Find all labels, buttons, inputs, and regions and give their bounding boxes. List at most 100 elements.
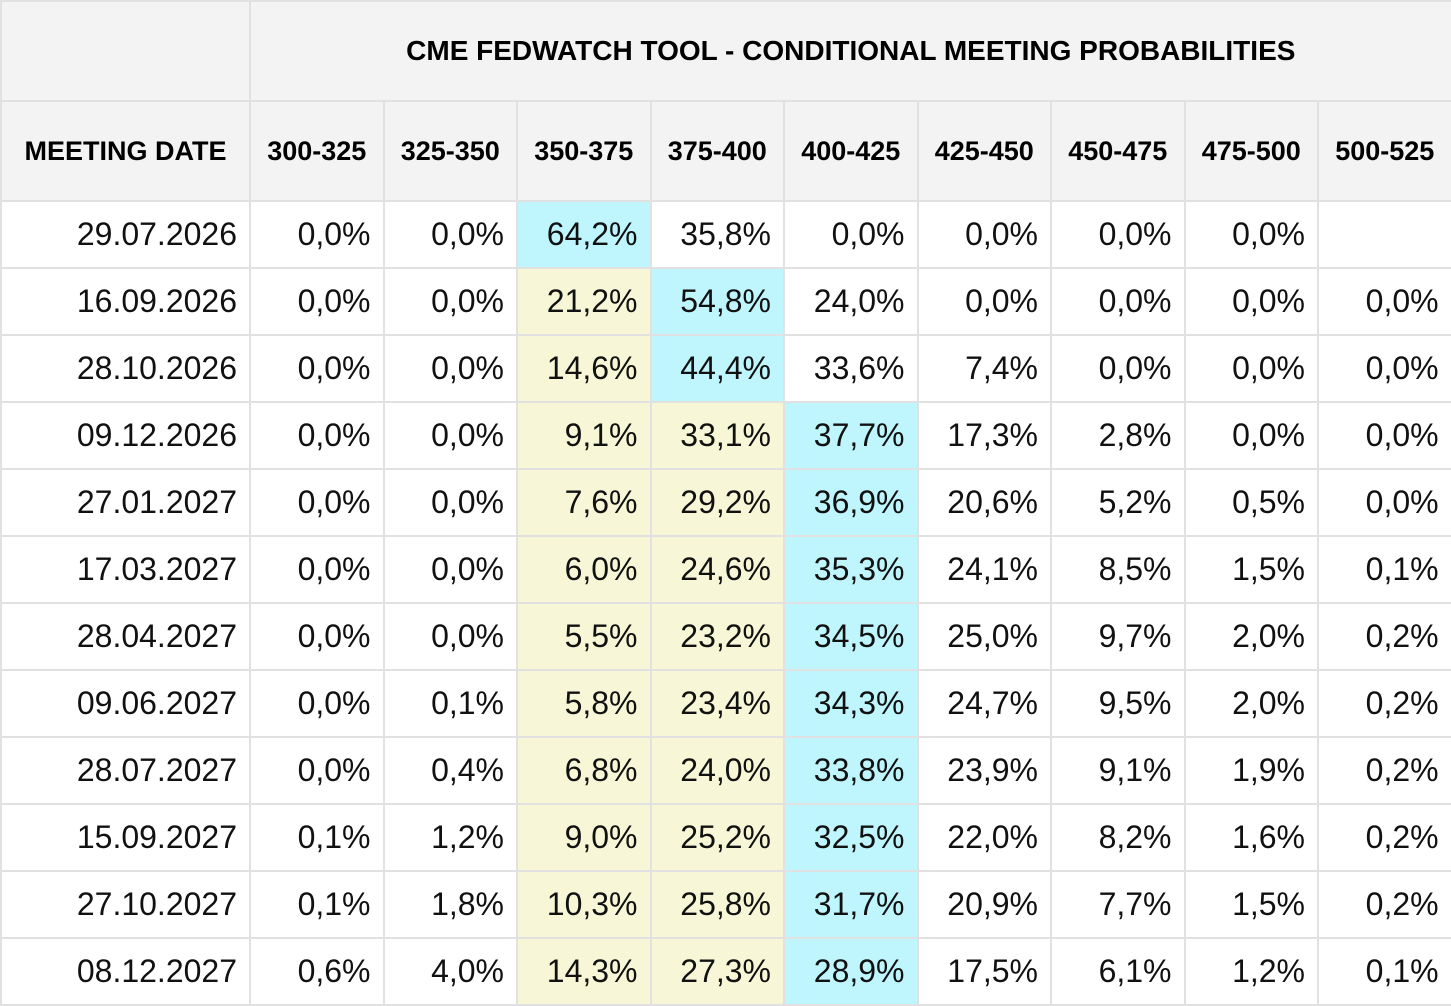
- probability-cell: 2,0%: [1183, 669, 1319, 738]
- probability-cell: 0,0%: [1317, 468, 1451, 537]
- probability-cell: 0,0%: [249, 468, 385, 537]
- table-row: 08.12.2027 0,6% 4,0% 14,3% 27,3% 28,9% 17,5% 6,…: [0, 937, 1451, 1006]
- probability-cell: 24,6%: [649, 535, 785, 604]
- probability-cell: 0,5%: [1183, 468, 1319, 537]
- meeting-date-cell: 27.01.2027: [0, 468, 251, 537]
- meeting-date-cell: 08.12.2027: [0, 937, 251, 1006]
- table-body: 29.07.2026 0,0% 0,0% 64,2% 35,8% 0,0% 0,0% 0,0%…: [0, 200, 1451, 1006]
- probability-cell: 0,0%: [382, 535, 518, 604]
- meeting-date-cell: 28.07.2027: [0, 736, 251, 805]
- probability-cell: 1,8%: [382, 870, 518, 939]
- table-row: 16.09.2026 0,0% 0,0% 21,2% 54,8% 24,0% 0,0% 0,0…: [0, 267, 1451, 336]
- probability-cell: 14,3%: [516, 937, 652, 1006]
- probability-cell: 35,3%: [783, 535, 919, 604]
- probability-cell: 0,4%: [382, 736, 518, 805]
- table-row: 29.07.2026 0,0% 0,0% 64,2% 35,8% 0,0% 0,0% 0,0%…: [0, 200, 1451, 269]
- probability-cell: 32,5%: [783, 803, 919, 872]
- meeting-date-cell: 28.04.2027: [0, 602, 251, 671]
- probability-cell: 37,7%: [783, 401, 919, 470]
- probability-cell: 0,1%: [382, 669, 518, 738]
- probability-cell: 9,1%: [516, 401, 652, 470]
- table-row: 09.12.2026 0,0% 0,0% 9,1% 33,1% 37,7% 17,3% 2,8…: [0, 401, 1451, 470]
- probability-cell: 9,7%: [1050, 602, 1186, 671]
- probability-cell: 7,7%: [1050, 870, 1186, 939]
- probability-cell: 2,8%: [1050, 401, 1186, 470]
- probability-cell: 1,5%: [1183, 535, 1319, 604]
- rate-range-header: 375-400: [649, 100, 785, 202]
- probability-cell: 29,2%: [649, 468, 785, 537]
- probability-cell: 2,0%: [1183, 602, 1319, 671]
- probability-cell: 0,0%: [382, 602, 518, 671]
- table-title: CME FEDWATCH TOOL - CONDITIONAL MEETING …: [249, 0, 1451, 102]
- table-row: 15.09.2027 0,1% 1,2% 9,0% 25,2% 32,5% 22,0% 8,2…: [0, 803, 1451, 872]
- probability-cell: 14,6%: [516, 334, 652, 403]
- probability-cell: 7,4%: [916, 334, 1052, 403]
- probability-cell: 5,2%: [1050, 468, 1186, 537]
- meeting-date-cell: 17.03.2027: [0, 535, 251, 604]
- table-row: 28.10.2026 0,0% 0,0% 14,6% 44,4% 33,6% 7,4% 0,0…: [0, 334, 1451, 403]
- rate-range-header: 350-375: [516, 100, 652, 202]
- probability-cell: 0,0%: [916, 267, 1052, 336]
- table-row: 28.07.2027 0,0% 0,4% 6,8% 24,0% 33,8% 23,9% 9,1…: [0, 736, 1451, 805]
- probability-cell: [1317, 200, 1451, 269]
- probability-cell: 25,8%: [649, 870, 785, 939]
- probability-cell: 23,4%: [649, 669, 785, 738]
- probability-cell: 28,9%: [783, 937, 919, 1006]
- probability-cell: 0,1%: [1317, 535, 1451, 604]
- rate-range-header: 300-325: [249, 100, 385, 202]
- probability-cell: 0,0%: [382, 401, 518, 470]
- probability-cell: 0,0%: [1317, 401, 1451, 470]
- probability-cell: 0,2%: [1317, 803, 1451, 872]
- probability-cell: 0,0%: [783, 200, 919, 269]
- probability-cell: 0,0%: [382, 334, 518, 403]
- table-row: 27.01.2027 0,0% 0,0% 7,6% 29,2% 36,9% 20,6% 5,2…: [0, 468, 1451, 537]
- rate-range-header: 425-450: [916, 100, 1052, 202]
- meeting-date-cell: 15.09.2027: [0, 803, 251, 872]
- probability-cell: 21,2%: [516, 267, 652, 336]
- probability-cell: 0,1%: [1317, 937, 1451, 1006]
- rate-range-header: 500-525: [1317, 100, 1451, 202]
- probability-cell: 23,2%: [649, 602, 785, 671]
- probability-cell: 0,1%: [249, 803, 385, 872]
- probability-cell: 10,3%: [516, 870, 652, 939]
- probability-cell: 22,0%: [916, 803, 1052, 872]
- probability-cell: 5,5%: [516, 602, 652, 671]
- probability-cell: 33,8%: [783, 736, 919, 805]
- table-row: 17.03.2027 0,0% 0,0% 6,0% 24,6% 35,3% 24,1% 8,5…: [0, 535, 1451, 604]
- probability-cell: 0,6%: [249, 937, 385, 1006]
- probability-cell: 24,0%: [649, 736, 785, 805]
- meeting-date-cell: 28.10.2026: [0, 334, 251, 403]
- rate-range-header: 325-350: [382, 100, 518, 202]
- meeting-date-cell: 09.12.2026: [0, 401, 251, 470]
- corner-cell: [0, 0, 251, 102]
- probability-cell: 6,1%: [1050, 937, 1186, 1006]
- probability-cell: 6,8%: [516, 736, 652, 805]
- title-row: CME FEDWATCH TOOL - CONDITIONAL MEETING …: [0, 0, 1451, 102]
- probability-cell: 33,1%: [649, 401, 785, 470]
- probability-cell: 1,9%: [1183, 736, 1319, 805]
- probability-cell: 0,2%: [1317, 602, 1451, 671]
- meeting-date-cell: 16.09.2026: [0, 267, 251, 336]
- rate-range-header: 400-425: [783, 100, 919, 202]
- rate-range-header: 475-500: [1183, 100, 1319, 202]
- probability-cell: 0,0%: [249, 200, 385, 269]
- probability-cell: 0,0%: [249, 602, 385, 671]
- probability-cell: 24,7%: [916, 669, 1052, 738]
- probability-cell: 36,9%: [783, 468, 919, 537]
- probability-cell: 27,3%: [649, 937, 785, 1006]
- probability-cell: 0,0%: [1183, 401, 1319, 470]
- probability-cell: 23,9%: [916, 736, 1052, 805]
- meeting-date-cell: 27.10.2027: [0, 870, 251, 939]
- meeting-date-cell: 09.06.2027: [0, 669, 251, 738]
- table-row: 09.06.2027 0,0% 0,1% 5,8% 23,4% 34,3% 24,7% 9,5…: [0, 669, 1451, 738]
- meeting-date-cell: 29.07.2026: [0, 200, 251, 269]
- probability-cell: 24,1%: [916, 535, 1052, 604]
- probability-cell: 0,1%: [249, 870, 385, 939]
- probability-cell: 9,0%: [516, 803, 652, 872]
- probability-cell: 0,0%: [249, 736, 385, 805]
- probability-cell: 9,1%: [1050, 736, 1186, 805]
- probability-cell: 0,0%: [249, 401, 385, 470]
- probability-cell: 0,0%: [382, 267, 518, 336]
- probability-cell: 20,6%: [916, 468, 1052, 537]
- probability-cell: 0,0%: [1317, 267, 1451, 336]
